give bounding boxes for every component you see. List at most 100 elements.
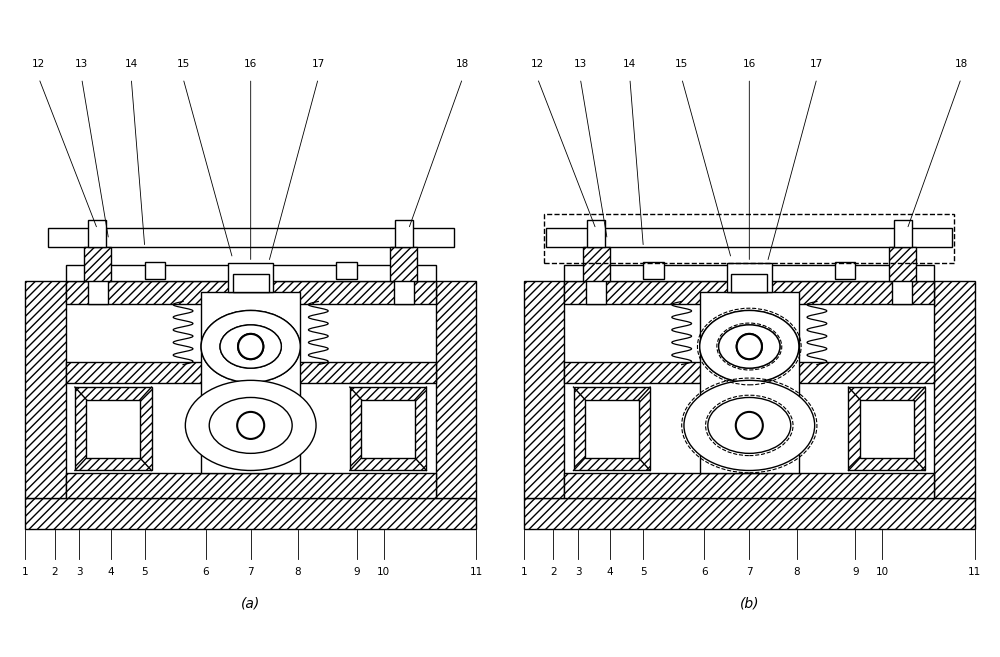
Bar xyxy=(564,281,934,304)
Bar xyxy=(88,220,106,248)
Ellipse shape xyxy=(737,334,762,359)
Bar xyxy=(564,265,934,281)
Text: 4: 4 xyxy=(606,568,613,578)
Text: 2: 2 xyxy=(51,568,58,578)
Text: 3: 3 xyxy=(76,568,83,578)
Text: 12: 12 xyxy=(32,59,45,70)
Ellipse shape xyxy=(684,380,815,470)
Bar xyxy=(848,387,925,470)
Bar xyxy=(524,281,564,497)
Ellipse shape xyxy=(736,412,763,439)
Bar xyxy=(84,248,111,281)
Bar xyxy=(544,214,954,263)
Bar xyxy=(894,220,912,248)
Text: 3: 3 xyxy=(575,568,581,578)
Ellipse shape xyxy=(700,311,799,382)
Text: (a): (a) xyxy=(241,597,260,611)
Ellipse shape xyxy=(185,380,316,470)
Ellipse shape xyxy=(220,325,281,368)
Ellipse shape xyxy=(220,325,281,368)
Ellipse shape xyxy=(708,397,791,453)
Text: 1: 1 xyxy=(22,568,29,578)
Text: 9: 9 xyxy=(852,568,859,578)
Ellipse shape xyxy=(201,311,300,382)
Text: 11: 11 xyxy=(469,568,483,578)
Ellipse shape xyxy=(238,334,263,359)
Text: 17: 17 xyxy=(810,59,824,70)
Bar xyxy=(394,281,414,304)
Bar xyxy=(727,263,772,292)
Text: 17: 17 xyxy=(312,59,325,70)
Text: 7: 7 xyxy=(247,568,254,578)
Bar xyxy=(66,265,436,281)
Text: 8: 8 xyxy=(295,568,301,578)
Bar xyxy=(700,292,799,473)
Ellipse shape xyxy=(238,334,263,359)
Bar xyxy=(587,220,605,248)
Bar xyxy=(48,229,454,248)
Bar xyxy=(574,387,650,470)
Text: 16: 16 xyxy=(244,59,257,70)
Bar xyxy=(892,281,912,304)
Text: 1: 1 xyxy=(521,568,527,578)
Bar xyxy=(564,473,934,497)
Bar xyxy=(860,399,914,458)
Bar xyxy=(145,261,165,279)
Ellipse shape xyxy=(719,325,780,368)
Bar xyxy=(731,273,767,292)
Text: 18: 18 xyxy=(955,59,968,70)
Text: 11: 11 xyxy=(968,568,981,578)
Text: 8: 8 xyxy=(793,568,800,578)
Ellipse shape xyxy=(237,412,264,439)
Bar xyxy=(75,387,152,470)
Bar xyxy=(643,261,664,279)
Bar xyxy=(233,273,269,292)
Text: 5: 5 xyxy=(640,568,647,578)
Bar xyxy=(889,248,916,281)
Text: 10: 10 xyxy=(377,568,390,578)
Text: 15: 15 xyxy=(675,59,688,70)
Bar xyxy=(585,399,639,458)
Bar xyxy=(66,281,436,304)
Text: (b): (b) xyxy=(740,597,759,611)
Text: 5: 5 xyxy=(141,568,148,578)
Text: 2: 2 xyxy=(550,568,557,578)
Bar xyxy=(201,292,300,473)
Text: 6: 6 xyxy=(701,568,708,578)
Ellipse shape xyxy=(737,334,762,359)
Bar xyxy=(86,399,140,458)
Text: 13: 13 xyxy=(75,59,88,70)
Text: 12: 12 xyxy=(531,59,544,70)
Bar xyxy=(586,281,606,304)
Bar xyxy=(25,281,66,497)
Text: 7: 7 xyxy=(746,568,753,578)
Bar xyxy=(436,281,476,497)
Bar xyxy=(934,281,975,497)
Text: 4: 4 xyxy=(108,568,114,578)
Text: 10: 10 xyxy=(876,568,889,578)
Ellipse shape xyxy=(719,325,780,368)
Bar xyxy=(395,220,413,248)
Bar xyxy=(524,497,975,529)
Bar xyxy=(564,362,934,382)
Bar xyxy=(546,229,952,248)
Bar xyxy=(350,387,426,470)
Text: 6: 6 xyxy=(202,568,209,578)
Bar xyxy=(835,261,855,279)
Text: 18: 18 xyxy=(456,59,469,70)
Bar xyxy=(583,248,610,281)
Text: 15: 15 xyxy=(176,59,190,70)
Text: 14: 14 xyxy=(623,59,636,70)
Bar xyxy=(25,497,476,529)
Bar xyxy=(228,263,273,292)
Bar xyxy=(336,261,357,279)
Bar xyxy=(66,362,436,382)
Bar xyxy=(390,248,417,281)
Bar xyxy=(361,399,415,458)
Text: 9: 9 xyxy=(353,568,360,578)
Bar xyxy=(66,473,436,497)
Text: 13: 13 xyxy=(574,59,587,70)
Text: 16: 16 xyxy=(743,59,756,70)
Bar xyxy=(88,281,108,304)
Ellipse shape xyxy=(201,311,300,382)
